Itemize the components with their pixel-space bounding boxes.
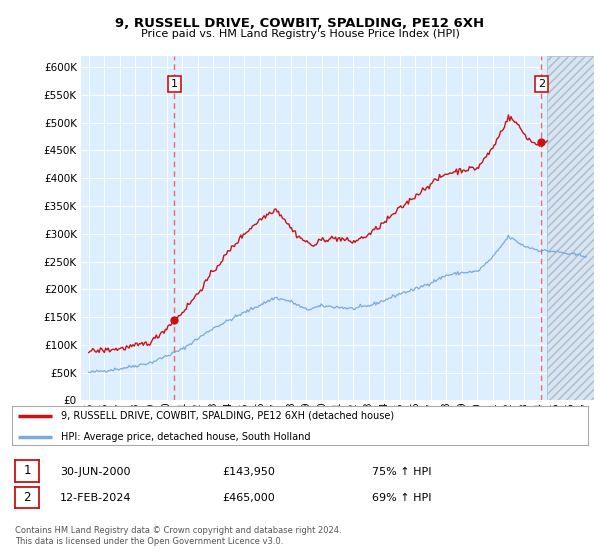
- Text: 75% ↑ HPI: 75% ↑ HPI: [372, 466, 431, 477]
- Text: Price paid vs. HM Land Registry's House Price Index (HPI): Price paid vs. HM Land Registry's House …: [140, 29, 460, 39]
- Text: HPI: Average price, detached house, South Holland: HPI: Average price, detached house, Sout…: [61, 432, 310, 442]
- Text: 12-FEB-2024: 12-FEB-2024: [60, 493, 131, 503]
- Text: 2: 2: [538, 79, 545, 89]
- Text: Contains HM Land Registry data © Crown copyright and database right 2024.
This d: Contains HM Land Registry data © Crown c…: [15, 526, 341, 546]
- Text: £143,950: £143,950: [222, 466, 275, 477]
- Text: 9, RUSSELL DRIVE, COWBIT, SPALDING, PE12 6XH: 9, RUSSELL DRIVE, COWBIT, SPALDING, PE12…: [115, 17, 485, 30]
- Text: 30-JUN-2000: 30-JUN-2000: [60, 466, 131, 477]
- Bar: [547, 56, 594, 400]
- Text: 1: 1: [171, 79, 178, 89]
- Text: 2: 2: [23, 491, 31, 504]
- Text: 9, RUSSELL DRIVE, COWBIT, SPALDING, PE12 6XH (detached house): 9, RUSSELL DRIVE, COWBIT, SPALDING, PE12…: [61, 411, 394, 421]
- Text: 69% ↑ HPI: 69% ↑ HPI: [372, 493, 431, 503]
- Text: 1: 1: [23, 464, 31, 478]
- Bar: [547, 56, 594, 400]
- Text: £465,000: £465,000: [222, 493, 275, 503]
